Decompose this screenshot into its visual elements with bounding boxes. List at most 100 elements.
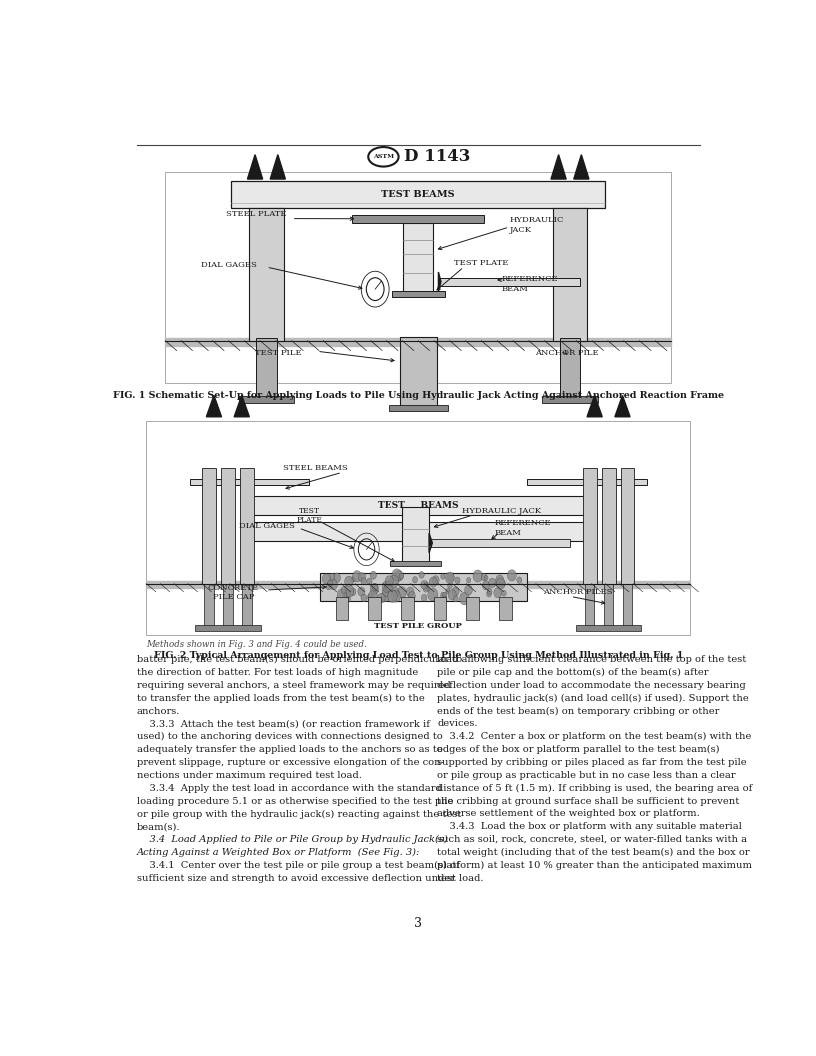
Circle shape — [330, 580, 338, 589]
Circle shape — [397, 586, 406, 599]
Circle shape — [455, 577, 460, 584]
Circle shape — [389, 576, 399, 587]
Circle shape — [412, 577, 418, 583]
Text: anchors.: anchors. — [137, 706, 180, 716]
Text: 3.4.2  Center a box or platform on the test beam(s) with the: 3.4.2 Center a box or platform on the te… — [437, 732, 752, 741]
Circle shape — [421, 595, 427, 601]
Circle shape — [368, 590, 378, 603]
Text: REFERENCE
BEAM: REFERENCE BEAM — [494, 520, 551, 536]
Circle shape — [447, 573, 454, 582]
Text: platform) at least 10 % greater than the anticipated maximum: platform) at least 10 % greater than the… — [437, 861, 752, 870]
Circle shape — [341, 586, 347, 593]
Text: sufficient size and strength to avoid excessive deflection under: sufficient size and strength to avoid ex… — [137, 873, 455, 883]
Circle shape — [409, 591, 415, 601]
Circle shape — [424, 585, 428, 592]
Text: batter pile, the test beam(s) should be oriented perpendicular to: batter pile, the test beam(s) should be … — [137, 655, 462, 664]
Bar — [527, 478, 646, 485]
Circle shape — [358, 587, 365, 597]
Circle shape — [382, 586, 391, 597]
Text: 3.4  Load Applied to Pile or Pile Group by Hydraulic Jack(s): 3.4 Load Applied to Pile or Pile Group b… — [137, 835, 448, 844]
Circle shape — [385, 581, 393, 591]
Text: test load.: test load. — [437, 873, 484, 883]
Circle shape — [452, 587, 459, 596]
Circle shape — [391, 590, 401, 602]
Text: Methods shown in Fig. 3 and Fig. 4 could be used.: Methods shown in Fig. 3 and Fig. 4 could… — [146, 640, 367, 648]
Text: such as soil, rock, concrete, steel, or water-filled tanks with a: such as soil, rock, concrete, steel, or … — [437, 835, 747, 844]
Text: loading procedure 5.1 or as otherwise specified to the test pile: loading procedure 5.1 or as otherwise sp… — [137, 796, 453, 806]
Text: 3: 3 — [415, 917, 422, 930]
Text: beam(s).: beam(s). — [137, 823, 180, 831]
Circle shape — [442, 596, 447, 602]
Bar — [240, 468, 254, 584]
Polygon shape — [247, 154, 263, 180]
Circle shape — [353, 570, 361, 582]
Bar — [256, 338, 277, 399]
Bar — [604, 584, 614, 628]
Polygon shape — [438, 272, 441, 291]
Circle shape — [496, 578, 505, 589]
Circle shape — [482, 581, 490, 590]
Bar — [221, 468, 235, 584]
Bar — [335, 598, 348, 620]
Bar — [403, 223, 433, 293]
Circle shape — [448, 583, 452, 589]
Text: deflection under load to accommodate the necessary bearing: deflection under load to accommodate the… — [437, 681, 746, 690]
Bar — [390, 561, 441, 566]
Circle shape — [406, 587, 414, 597]
Text: CONCRETE
PILE CAP: CONCRETE PILE CAP — [208, 584, 259, 601]
Text: HYDRAULIC
JACK: HYDRAULIC JACK — [509, 216, 564, 233]
Text: edges of the box or platform parallel to the test beam(s): edges of the box or platform parallel to… — [437, 746, 720, 754]
Circle shape — [370, 584, 379, 595]
Text: to transfer the applied loads from the test beam(s) to the: to transfer the applied loads from the t… — [137, 694, 424, 703]
Circle shape — [421, 581, 428, 589]
Text: pile or pile cap and the bottom(s) of the beam(s) after: pile or pile cap and the bottom(s) of th… — [437, 668, 708, 677]
Text: 3.3.3  Attach the test beam(s) (or reaction framework if: 3.3.3 Attach the test beam(s) (or reacti… — [137, 719, 430, 729]
Circle shape — [486, 590, 491, 597]
Polygon shape — [206, 395, 221, 417]
Text: prevent slippage, rupture or excessive elongation of the con-: prevent slippage, rupture or excessive e… — [137, 758, 444, 767]
Text: REFERENCE
BEAM: REFERENCE BEAM — [502, 276, 558, 293]
Circle shape — [481, 573, 487, 581]
Circle shape — [392, 569, 401, 582]
Circle shape — [392, 587, 399, 597]
Text: ANCHOR PILES: ANCHOR PILES — [543, 588, 613, 597]
Circle shape — [441, 592, 446, 599]
Circle shape — [351, 577, 355, 582]
Circle shape — [337, 589, 347, 601]
Circle shape — [467, 578, 471, 583]
Circle shape — [502, 590, 506, 597]
Text: adequately transfer the applied loads to the anchors so as to: adequately transfer the applied loads to… — [137, 746, 442, 754]
Circle shape — [399, 573, 404, 579]
Circle shape — [343, 593, 351, 603]
Bar — [231, 181, 605, 208]
Text: 3.4.1  Center over the test pile or pile group a test beam(s) of: 3.4.1 Center over the test pile or pile … — [137, 861, 459, 870]
Circle shape — [499, 580, 505, 587]
Circle shape — [361, 595, 367, 602]
Circle shape — [494, 587, 502, 598]
Circle shape — [489, 579, 496, 588]
Circle shape — [330, 573, 335, 580]
Bar — [202, 468, 215, 584]
Text: or pile group with the hydraulic jack(s) reacting against the test: or pile group with the hydraulic jack(s)… — [137, 809, 461, 818]
Circle shape — [424, 582, 428, 587]
Circle shape — [484, 576, 488, 581]
Polygon shape — [270, 154, 286, 180]
Circle shape — [358, 572, 366, 582]
Circle shape — [326, 583, 331, 590]
Text: Acting Against a Weighted Box or Platform  (See Fig. 3):: Acting Against a Weighted Box or Platfor… — [137, 848, 420, 857]
Circle shape — [344, 589, 350, 598]
Ellipse shape — [368, 147, 398, 167]
Text: DIAL GAGES: DIAL GAGES — [239, 522, 295, 530]
Circle shape — [446, 588, 450, 593]
Bar — [400, 337, 437, 408]
Text: 3.3.4  Apply the test load in accordance with the standard: 3.3.4 Apply the test load in accordance … — [137, 784, 441, 793]
Circle shape — [473, 570, 482, 582]
Polygon shape — [551, 154, 566, 180]
Circle shape — [344, 576, 353, 587]
Text: supported by cribbing or piles placed as far from the test pile: supported by cribbing or piles placed as… — [437, 758, 747, 767]
Text: TEST     BEAMS: TEST BEAMS — [378, 501, 459, 510]
Text: plates, hydraulic jack(s) (and load cell(s) if used). Support the: plates, hydraulic jack(s) (and load cell… — [437, 694, 749, 703]
Bar — [244, 496, 592, 515]
Text: DIAL GAGES: DIAL GAGES — [201, 261, 256, 269]
Circle shape — [496, 574, 503, 585]
